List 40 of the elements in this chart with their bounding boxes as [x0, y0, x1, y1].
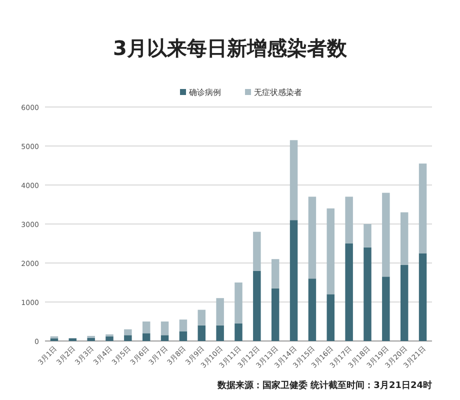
bar — [364, 224, 372, 248]
bar — [253, 270, 261, 341]
bar — [308, 196, 316, 279]
bar — [345, 196, 353, 244]
bar — [216, 325, 224, 341]
bar — [198, 325, 206, 341]
legend-label: 确诊病例 — [188, 88, 221, 97]
bar — [179, 331, 188, 341]
bar — [160, 322, 169, 336]
source-note: 数据来源：国家卫健委 统计截至时间：3月21日24时 — [216, 380, 432, 391]
bar — [216, 298, 224, 326]
bar — [382, 192, 390, 277]
bar — [142, 322, 150, 334]
bar — [124, 329, 132, 336]
bar — [87, 338, 95, 341]
bar — [253, 232, 261, 271]
bar — [142, 333, 150, 341]
bar — [326, 208, 335, 294]
bar — [326, 294, 335, 341]
bar — [382, 276, 390, 341]
bar — [234, 282, 242, 324]
bar — [418, 164, 427, 254]
bar — [364, 247, 372, 341]
bar — [271, 259, 280, 288]
chart-title: 3月以来每日新增感染者数 — [113, 36, 348, 60]
bar — [234, 323, 242, 341]
bar — [400, 212, 408, 265]
bar — [198, 310, 206, 326]
bar — [400, 264, 408, 341]
bar — [124, 335, 132, 341]
bar — [106, 336, 114, 341]
bar — [290, 140, 298, 220]
bar — [179, 320, 188, 332]
bar — [160, 335, 169, 341]
bar — [271, 288, 280, 341]
legend-label: 无症状感染者 — [254, 88, 302, 97]
bar — [345, 244, 353, 341]
bar — [290, 220, 298, 341]
bar — [308, 278, 316, 341]
bar — [418, 253, 427, 341]
